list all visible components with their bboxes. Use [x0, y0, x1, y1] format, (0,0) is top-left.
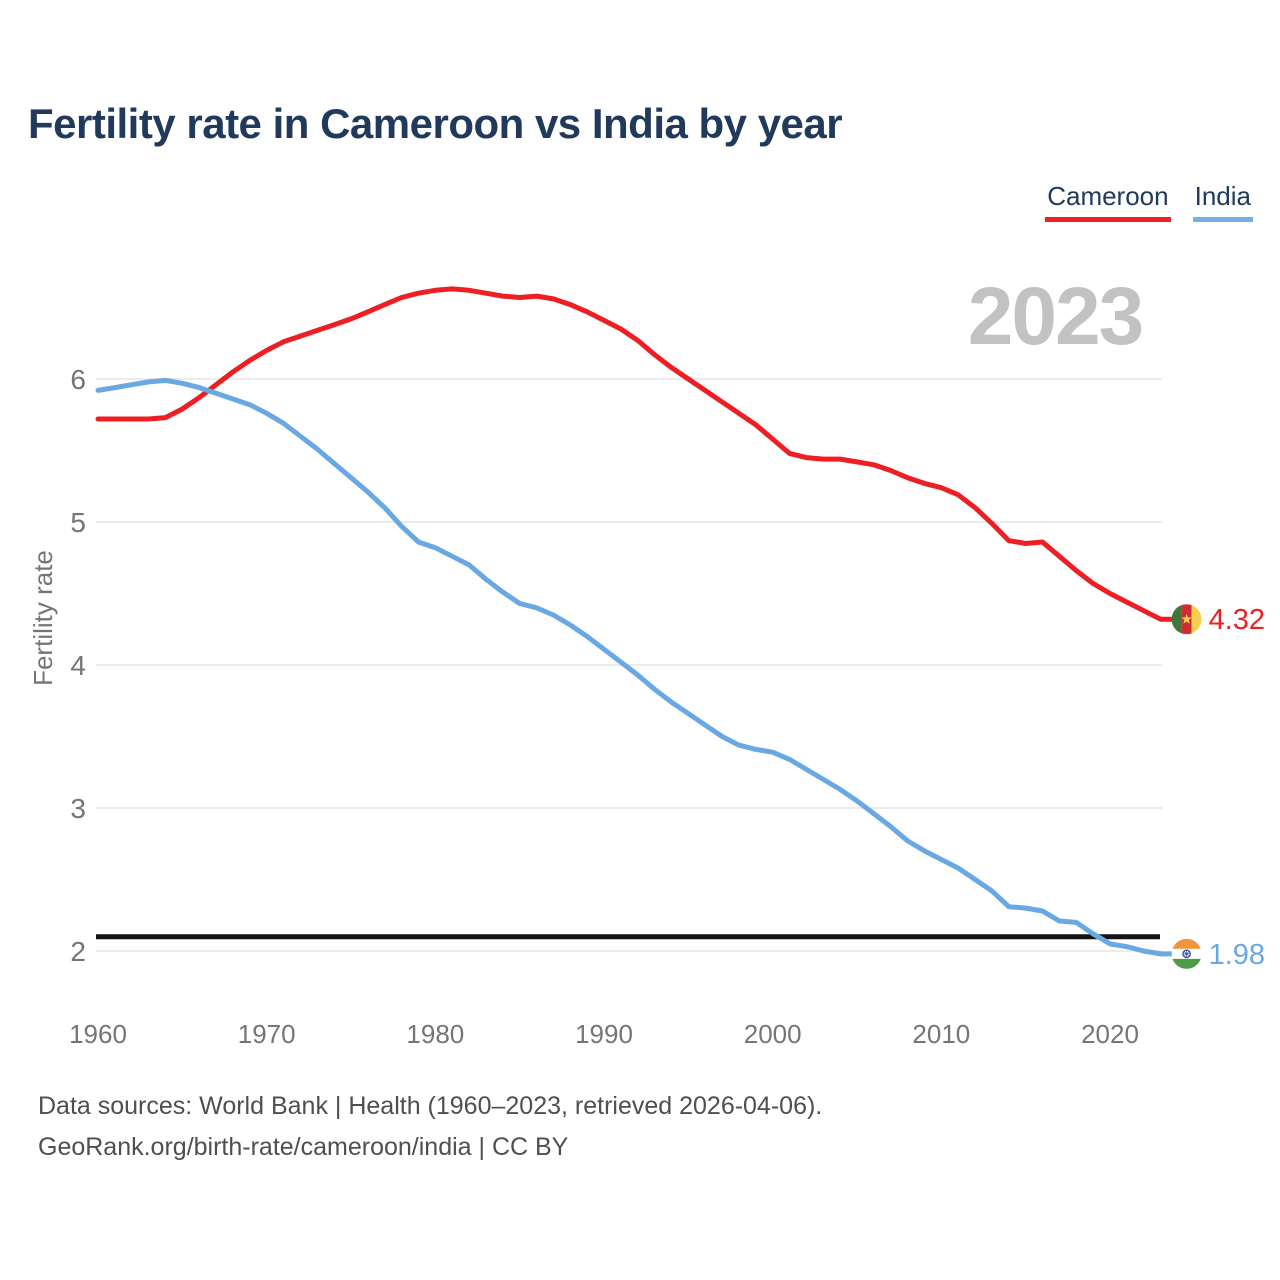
legend-item-india[interactable]: India	[1192, 181, 1253, 222]
legend: Cameroon India	[1045, 181, 1253, 222]
x-tick-label: 1970	[238, 1019, 296, 1049]
x-tick-label: 2010	[912, 1019, 970, 1049]
x-tick-label: 2000	[744, 1019, 802, 1049]
cameroon-line	[95, 286, 1175, 622]
legend-label-india: India	[1194, 181, 1251, 211]
legend-label-cameroon: Cameroon	[1047, 181, 1169, 211]
x-tick-label: 1990	[575, 1019, 633, 1049]
x-axis-tick-labels: 1960 1970 1980 1990 2000 2010 2020	[69, 1019, 1139, 1049]
x-tick-label: 1960	[69, 1019, 127, 1049]
y-tick-label: 2	[70, 936, 86, 967]
gridlines	[96, 378, 1162, 952]
india-line	[95, 377, 1175, 957]
india-end-value: 1.98	[1209, 939, 1265, 971]
y-tick-label: 6	[70, 364, 86, 395]
y-axis-title: Fertility rate	[28, 550, 58, 686]
india-flag-icon	[1171, 938, 1202, 969]
x-tick-label: 1980	[406, 1019, 464, 1049]
y-tick-label: 3	[70, 793, 86, 824]
cameroon-flag-icon	[1171, 604, 1202, 635]
y-tick-label: 5	[70, 507, 86, 538]
page-title: Fertility rate in Cameroon vs India by y…	[28, 100, 843, 147]
y-tick-label: 4	[70, 650, 86, 681]
legend-item-cameroon[interactable]: Cameroon	[1045, 181, 1171, 222]
x-tick-label: 2020	[1081, 1019, 1139, 1049]
attribution-line: GeoRank.org/birth-rate/cameroon/india | …	[38, 1133, 569, 1161]
footer: Data sources: World Bank | Health (1960–…	[38, 1086, 822, 1168]
cameroon-end-value: 4.32	[1209, 604, 1265, 636]
data-sources-line: Data sources: World Bank | Health (1960–…	[38, 1092, 823, 1120]
year-watermark: 2023	[968, 271, 1142, 362]
y-axis-tick-labels: 2 3 4 5 6	[70, 364, 86, 967]
